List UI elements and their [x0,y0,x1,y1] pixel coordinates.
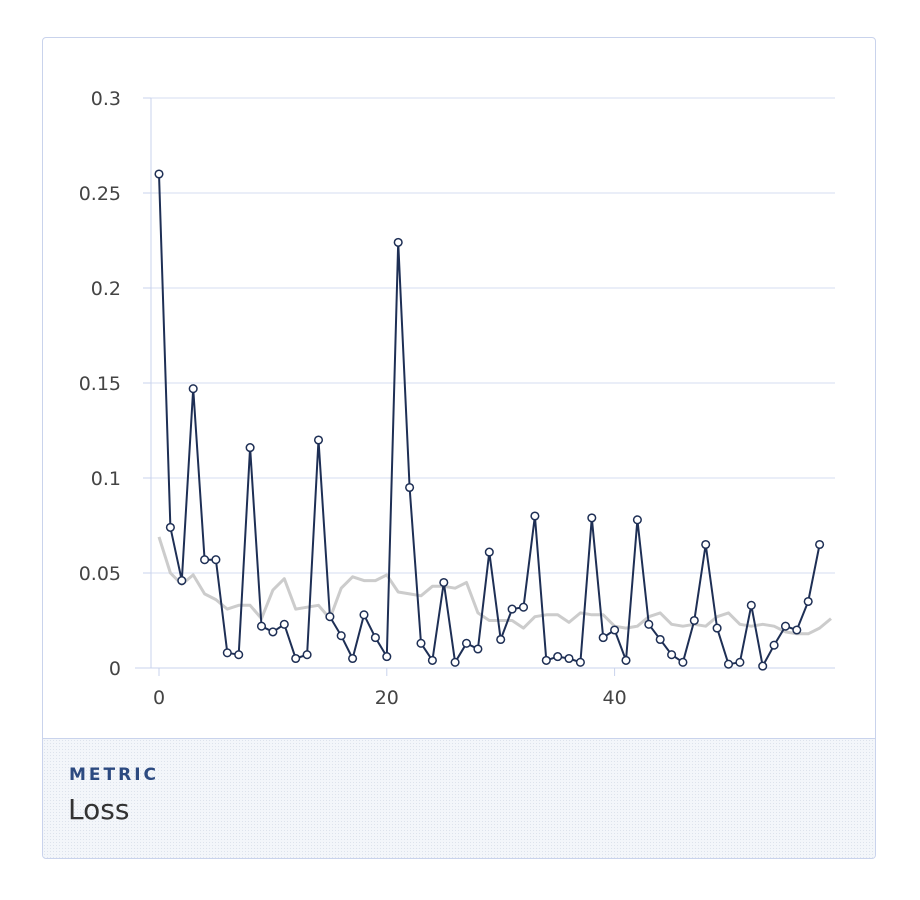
metric-label: METRIC [69,765,160,785]
y-tick-label: 0.25 [79,183,121,205]
data-point[interactable] [234,650,244,660]
data-point[interactable] [496,634,506,645]
data-point[interactable] [644,619,654,629]
grid-lines [151,97,835,574]
data-point[interactable] [484,547,494,557]
y-tick-label: 0.05 [79,563,121,585]
data-point[interactable] [461,638,472,648]
data-point[interactable] [268,627,278,637]
data-point[interactable] [575,657,585,667]
data-point[interactable] [667,650,677,660]
data-point[interactable] [405,482,415,493]
y-tick-label: 0.3 [91,88,121,110]
metric-value: Loss [68,793,130,826]
data-point[interactable] [689,615,699,626]
data-point[interactable] [165,522,175,532]
metric-card: 0 0.05 0.1 0.15 0.2 0.25 0.3 0 20 40 METRIC Loss [42,37,876,859]
data-point[interactable] [382,652,392,662]
y-tick-label: 0 [109,658,121,680]
data-point[interactable] [177,576,187,586]
data-point[interactable] [416,638,426,648]
data-point[interactable] [245,443,255,453]
y-axis-ticks: 0 0.05 0.1 0.15 0.2 0.25 0.3 [79,88,151,680]
data-point[interactable] [769,640,779,650]
data-point[interactable] [279,619,289,629]
data-point[interactable] [302,650,312,660]
data-point[interactable] [256,621,267,631]
y-tick-label: 0.1 [91,468,121,490]
data-point[interactable] [393,237,403,247]
x-tick-label: 0 [153,687,165,709]
data-point[interactable] [427,655,437,665]
data-point[interactable] [325,612,335,622]
metric-footer: METRIC Loss [43,738,875,858]
data-point[interactable] [564,653,574,664]
data-point[interactable] [188,384,198,394]
data-point[interactable] [598,633,608,643]
data-point[interactable] [712,623,722,633]
data-point[interactable] [758,661,768,671]
data-point[interactable] [200,555,210,565]
data-point[interactable] [518,602,529,612]
data-point[interactable] [222,648,232,658]
y-tick-label: 0.2 [91,278,121,300]
data-point[interactable] [507,604,517,614]
data-point[interactable] [530,511,540,521]
data-point[interactable] [450,657,460,667]
x-axis-ticks: 0 20 40 [153,668,627,709]
data-point[interactable] [336,631,346,641]
data-point[interactable] [313,435,324,445]
data-point[interactable] [735,657,745,667]
series [154,169,832,671]
data-point[interactable] [780,621,791,631]
data-point[interactable] [439,577,449,588]
data-point[interactable] [348,653,358,664]
data-point[interactable] [553,652,563,662]
data-point[interactable] [587,513,597,523]
data-point[interactable] [723,659,734,669]
x-tick-label: 40 [603,687,627,709]
data-point[interactable] [359,610,369,620]
y-tick-label: 0.15 [79,373,121,395]
data-point[interactable] [792,625,802,635]
loss-chart: 0 0.05 0.1 0.15 0.2 0.25 0.3 0 20 40 [79,88,835,709]
data-point[interactable] [211,555,221,565]
data-point[interactable] [655,634,665,645]
data-point[interactable] [473,644,483,654]
data-point[interactable] [815,539,825,550]
data-point[interactable] [541,655,551,665]
data-point[interactable] [154,169,164,179]
smoothed-series-line [157,536,832,636]
data-point[interactable] [621,655,631,665]
data-point[interactable] [632,515,642,525]
data-point[interactable] [291,653,301,664]
data-point[interactable] [803,596,813,607]
x-tick-label: 20 [375,687,399,709]
data-point[interactable] [678,657,688,667]
data-point[interactable] [746,600,756,610]
raw-series-line [158,173,821,668]
data-point[interactable] [610,625,620,635]
data-point[interactable] [701,539,711,550]
data-point[interactable] [370,633,380,643]
